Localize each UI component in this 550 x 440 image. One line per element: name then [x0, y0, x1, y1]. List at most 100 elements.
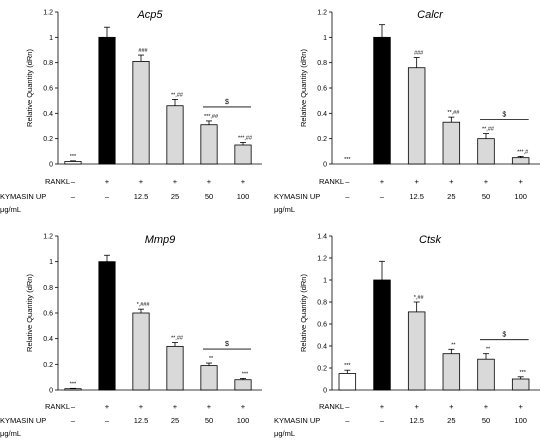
rankl-condition: + [139, 402, 144, 411]
comparison-label: $ [502, 112, 506, 119]
rankl-condition: + [484, 402, 489, 411]
y-tick-label: 1.2 [317, 256, 327, 263]
chart-panel-calcr: 0 0.2 0.4 0.6 0.8 1 1.2 Relative Quantity (dRn)… [274, 9, 540, 214]
rankl-condition: + [105, 402, 110, 411]
rankl-condition: – [345, 402, 350, 411]
bar-6 [234, 144, 252, 165]
bar-2 [373, 36, 391, 165]
y-tick-label: 0.8 [317, 60, 327, 67]
kymasin-condition: – [71, 416, 76, 425]
kymasin-condition: 100 [237, 192, 250, 201]
y-tick-label: 0.8 [43, 60, 53, 67]
chart-panel-mmp9: 0 0.2 0.4 0.6 0.8 1 1.2 Relative Quantity (dRn)… [0, 234, 262, 438]
y-tick-label: 1.2 [43, 234, 53, 241]
y-tick-label: 0.2 [43, 362, 53, 369]
row-label-kymasin: KYMASIN UP [274, 192, 320, 201]
y-tick-label: 0.4 [43, 336, 53, 343]
rankl-condition: + [173, 177, 178, 186]
rankl-condition: + [414, 177, 419, 186]
rankl-condition: + [449, 402, 454, 411]
comparison-label: $ [225, 341, 229, 348]
y-tick-label: 0 [49, 162, 53, 169]
rankl-condition: + [484, 177, 489, 186]
kymasin-condition: 50 [482, 416, 490, 425]
comparison-label: $ [225, 99, 229, 106]
row-label-unit: μg/mL [0, 429, 21, 438]
significance-label: *** [242, 371, 249, 377]
bar-4 [166, 345, 184, 391]
rankl-condition: + [518, 177, 523, 186]
y-tick-label: 0.8 [43, 285, 53, 292]
row-label-kymasin: KYMASIN UP [0, 416, 46, 425]
kymasin-condition: 25 [171, 416, 179, 425]
rankl-condition: + [207, 177, 212, 186]
kymasin-condition: 12.5 [409, 416, 424, 425]
rankl-condition: + [380, 402, 385, 411]
rankl-condition: – [71, 177, 76, 186]
significance-label: **,## [171, 92, 184, 98]
bar-3 [407, 67, 426, 165]
bar-3 [132, 312, 150, 391]
y-tick-label: 1 [49, 35, 53, 42]
rankl-condition: + [241, 402, 246, 411]
row-label-kymasin: KYMASIN UP [0, 192, 46, 201]
significance-label: *** [70, 154, 77, 160]
rankl-condition: + [449, 177, 454, 186]
y-tick-label: 0.6 [43, 311, 53, 318]
row-label-unit: μg/mL [274, 429, 295, 438]
bar-5 [200, 124, 218, 165]
bar-2 [98, 36, 116, 165]
kymasin-condition: – [345, 192, 350, 201]
bar-1 [64, 388, 82, 391]
bar-3 [407, 311, 426, 391]
y-tick-label: 0.4 [43, 111, 53, 118]
y-tick-label: 0.8 [317, 300, 327, 307]
bar-1 [64, 161, 82, 165]
chart-title: Acp5 [136, 9, 163, 21]
bar-6 [234, 379, 252, 391]
kymasin-condition: – [380, 416, 385, 425]
y-tick-label: 1 [323, 35, 327, 42]
significance-label: *** [519, 370, 526, 376]
chart-panel-acp5: 0 0.2 0.4 0.6 0.8 1 1.2 Relative Quantity (dRn)… [0, 9, 262, 214]
significance-label: ***,## [238, 135, 253, 141]
y-tick-label: 0.4 [317, 344, 327, 351]
y-tick-label: 1 [323, 278, 327, 285]
significance-label: ### [138, 48, 148, 54]
rankl-condition: + [139, 177, 144, 186]
y-tick-label: 1.2 [317, 10, 327, 17]
y-axis-label: Relative Quantity (dRn) [299, 49, 308, 127]
y-axis-label: Relative Quantity (dRn) [25, 49, 34, 127]
bar-5 [477, 138, 495, 165]
chart-title: Mmp9 [145, 234, 176, 246]
row-label-rankl: RANKL [45, 177, 70, 186]
rankl-condition: + [241, 177, 246, 186]
row-label-kymasin: KYMASIN UP [274, 416, 320, 425]
rankl-condition: – [345, 177, 350, 186]
comparison-label: $ [502, 332, 506, 339]
rankl-condition: + [414, 402, 419, 411]
rankl-condition: + [518, 402, 523, 411]
kymasin-condition: 12.5 [134, 416, 149, 425]
kymasin-condition: – [345, 416, 350, 425]
kymasin-condition: 100 [514, 192, 527, 201]
row-label-rankl: RANKL [319, 177, 344, 186]
y-tick-label: 0 [323, 162, 327, 169]
significance-label: ***,# [517, 149, 529, 155]
y-tick-label: 0.6 [317, 322, 327, 329]
rankl-condition: + [380, 177, 385, 186]
bar-5 [477, 358, 495, 391]
significance-label: **,## [171, 336, 184, 342]
significance-label: *** [344, 363, 351, 369]
kymasin-condition: 25 [447, 416, 455, 425]
y-axis-label: Relative Quantity (dRn) [299, 274, 308, 352]
significance-label: *** [70, 381, 77, 387]
kymasin-condition: – [105, 416, 110, 425]
rankl-condition: + [173, 402, 178, 411]
kymasin-condition: 100 [514, 416, 527, 425]
significance-label: **,## [447, 110, 460, 116]
chart-panel-ctsk: 0 0.2 0.4 0.6 0.8 1 1.2 1.4 Relative Quantity (d… [274, 234, 540, 438]
y-tick-label: 0.2 [317, 366, 327, 373]
kymasin-condition: 100 [237, 416, 250, 425]
kymasin-condition: – [105, 192, 110, 201]
